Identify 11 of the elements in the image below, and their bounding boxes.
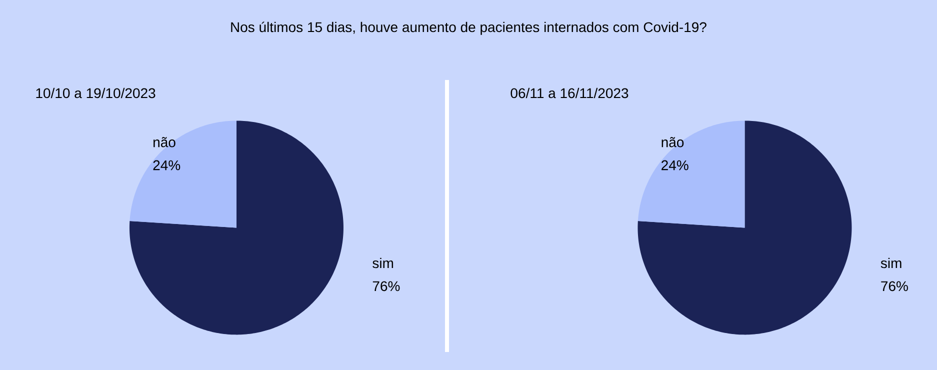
slice-label: não (154, 137, 176, 148)
chart-subtitle: 10/10 a 19/10/2023 (36, 88, 156, 98)
slice-label: não (662, 137, 684, 148)
data-label: 24% (662, 160, 688, 170)
data-label: 24% (153, 160, 180, 170)
slice-label: sim (372, 258, 394, 268)
data-label: 76% (372, 281, 400, 292)
data-label: 76% (881, 281, 908, 292)
slice-label: sim (880, 258, 902, 268)
text: Nos últimos 15 dias, houve aumento de pacientes internados com Covid-19? (231, 22, 706, 35)
chart-subtitle: 06/11 a 16/11/2023 (510, 88, 628, 98)
